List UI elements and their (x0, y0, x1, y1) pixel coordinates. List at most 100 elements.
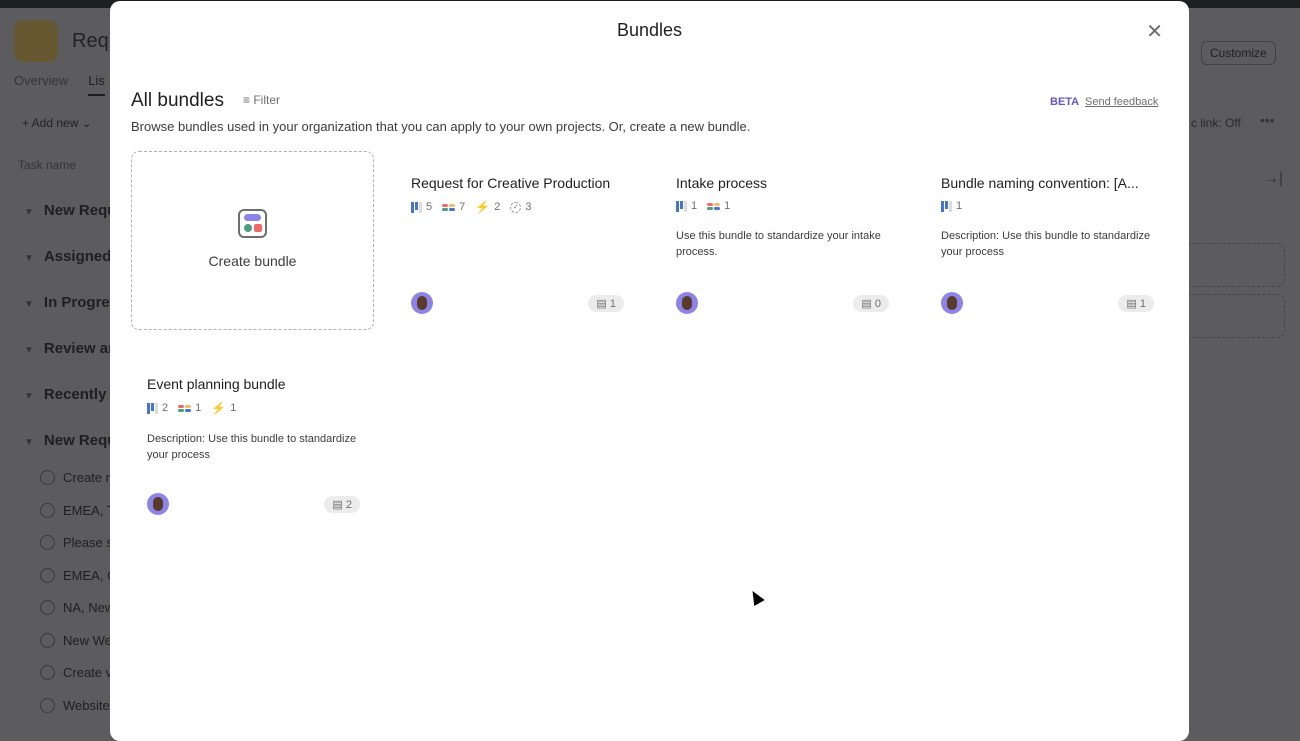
project-tabs: Overview Lis (14, 73, 105, 96)
project-icon (411, 201, 422, 213)
bundle-card[interactable]: Bundle naming convention: [A... 1 Descript… (925, 151, 1170, 331)
avatar (941, 292, 963, 314)
check-circle-icon[interactable] (40, 567, 55, 583)
fields-count: 7 (459, 201, 466, 213)
projects-using-badge: ▤ 2 (324, 495, 360, 513)
clipboard-icon: ▤ (332, 498, 346, 511)
projects-count: 1 (691, 200, 698, 212)
section-header[interactable]: ▼ Recently C (24, 386, 121, 403)
project-title: Requ (72, 30, 120, 52)
bundle-description: Use this bundle to standardize your inta… (676, 230, 881, 258)
send-feedback-link[interactable]: Send feedback (1085, 96, 1159, 108)
rules-stat: ⚡ 1 (211, 401, 236, 415)
modal-title: Bundles (616, 20, 683, 40)
fields-count: 1 (195, 402, 202, 414)
filter-button[interactable]: ≡ Filter (243, 93, 280, 107)
rules-stat: ⚡ 2 (475, 200, 500, 214)
bundle-title: Request for Creative Production (411, 175, 611, 191)
filter-icon: ≡ (243, 93, 254, 107)
projects-stat: 1 (941, 200, 962, 212)
tasks-stat: ✓ 3 (510, 201, 531, 213)
check-circle-icon: ✓ (510, 201, 522, 213)
close-icon[interactable]: ✕ (1146, 21, 1163, 43)
projects-count: 2 (162, 402, 169, 414)
task-row[interactable]: EMEA, T (40, 502, 115, 518)
caret-down-icon: ▼ (24, 345, 34, 356)
caret-down-icon: ▼ (24, 253, 34, 264)
filter-label: Filter (253, 93, 281, 107)
tab-overview[interactable]: Overview (14, 73, 69, 88)
projects-stat: 1 (676, 200, 697, 212)
public-link-status[interactable]: c link: Off (1191, 116, 1241, 130)
task-name: Please s (63, 535, 113, 550)
avatar (147, 493, 169, 515)
check-circle-icon[interactable] (40, 632, 55, 648)
more-icon[interactable]: ••• (1260, 112, 1275, 128)
section-label: New Requ (43, 432, 117, 449)
usage-count: 1 (609, 297, 616, 310)
bundle-card[interactable]: Event planning bundle 2 1 ⚡ 1 Description: Us… (131, 352, 376, 532)
add-new-button[interactable]: + Add new ⌄ (22, 116, 92, 130)
check-circle-icon[interactable] (40, 502, 55, 518)
section-label: In Progres (43, 294, 119, 311)
bundle-card[interactable]: Request for Creative Production 5 7 ⚡ 2 ✓ 3 ▤ 1 (395, 151, 640, 331)
task-row[interactable]: Website (40, 697, 110, 713)
task-name: Create v (63, 665, 113, 680)
clipboard-icon: ▤ (596, 297, 610, 310)
bundle-description: Description: Use this bundle to standard… (941, 230, 1151, 258)
caret-down-icon: ▼ (24, 437, 34, 448)
clipboard-icon: ▤ (861, 297, 875, 310)
tasks-count: 3 (525, 201, 532, 213)
usage-count: 2 (345, 498, 352, 511)
bundle-icon (238, 209, 267, 238)
check-circle-icon[interactable] (40, 535, 55, 550)
create-bundle-label: Create bundle (208, 253, 297, 269)
rules-count: 1 (230, 402, 237, 414)
check-circle-icon[interactable] (40, 470, 55, 485)
project-icon (147, 402, 158, 414)
check-circle-icon[interactable] (40, 697, 55, 713)
bundle-stats: 2 1 ⚡ 1 (147, 401, 360, 415)
task-name: EMEA, T (63, 502, 115, 518)
modal-description: Browse bundles used in your organization… (131, 119, 751, 134)
clipboard-icon: ▤ (1126, 297, 1140, 310)
bundle-title: Intake process (676, 175, 768, 191)
bundles-modal: Bundles ✕ All bundles ≡ Filter BETA Send… (110, 1, 1189, 741)
section-header[interactable]: ▼ Review an (24, 340, 117, 357)
section-header[interactable]: ▼ Assigned (24, 248, 111, 265)
task-row[interactable]: Create v (40, 665, 112, 680)
create-bundle-button[interactable]: Create bundle (131, 151, 374, 330)
task-row[interactable]: EMEA, C (40, 567, 116, 583)
bundle-card[interactable]: Intake process 1 1 Use this bundle to stand… (660, 151, 905, 331)
project-icon (941, 200, 952, 212)
task-row[interactable]: Create r (40, 470, 110, 485)
check-circle-icon[interactable] (40, 600, 55, 615)
fields-icon (178, 404, 192, 412)
collapse-icon[interactable]: →| (1263, 170, 1284, 187)
task-name: Website (63, 697, 110, 713)
project-icon (14, 20, 58, 62)
lightning-icon: ⚡ (211, 401, 227, 415)
fields-icon (707, 202, 721, 210)
task-row[interactable]: NA, New (40, 600, 114, 615)
check-circle-icon[interactable] (40, 665, 55, 680)
section-header[interactable]: ▼ In Progres (24, 294, 118, 311)
projects-using-badge: ▤ 0 (853, 294, 889, 312)
projects-using-badge: ▤ 1 (588, 294, 624, 312)
section-header[interactable]: ▼ New Requ (24, 202, 116, 219)
task-name: New We (63, 632, 112, 648)
tab-list[interactable]: Lis (88, 73, 105, 96)
caret-down-icon: ▼ (24, 207, 34, 218)
task-row[interactable]: Please s (40, 535, 113, 550)
customize-button[interactable]: Customize (1201, 41, 1276, 65)
fields-icon (442, 203, 456, 211)
projects-count: 5 (426, 201, 433, 213)
section-label: Recently C (43, 386, 122, 403)
avatar (411, 292, 433, 314)
section-header[interactable]: ▼ New Requ (24, 432, 116, 449)
bundle-title: Bundle naming convention: [A... (941, 175, 1139, 191)
caret-down-icon: ▼ (24, 391, 34, 402)
usage-count: 0 (874, 297, 881, 310)
task-row[interactable]: New We (40, 632, 112, 648)
